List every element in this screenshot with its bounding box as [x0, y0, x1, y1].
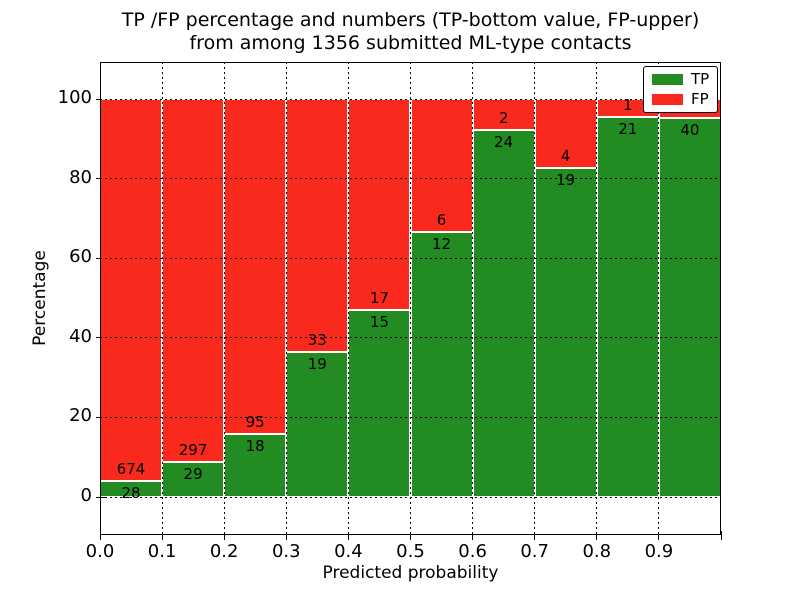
chart-title-line1: TP /FP percentage and numbers (TP-bottom… — [121, 9, 700, 31]
tp-bar-segment-1 — [162, 461, 225, 497]
fp-count-label-4: 17 — [369, 289, 389, 308]
x-tick-label-0.0: 0.0 — [85, 541, 115, 562]
fp-count-label-7: 4 — [560, 147, 571, 166]
v-gridline-2 — [223, 62, 225, 535]
fp-bar-segment-0 — [100, 99, 163, 482]
h-gridline-100 — [100, 98, 721, 100]
tp-count-label-2: 18 — [245, 436, 265, 455]
tp-bar-segment-7 — [534, 168, 597, 497]
y-tick-label-40: 40 — [69, 325, 92, 347]
x-tick-5 — [410, 531, 411, 540]
x-tick-label-0.8: 0.8 — [582, 541, 612, 562]
v-gridline-1 — [161, 62, 163, 535]
h-gridline-80 — [100, 178, 721, 180]
x-tick-label-0.4: 0.4 — [334, 541, 363, 562]
x-tick-1 — [161, 531, 163, 540]
tp-count-label-9: 40 — [680, 120, 700, 139]
tp-count-label-7: 19 — [556, 171, 576, 190]
legend-swatch-tp — [652, 73, 683, 85]
tp-count-label-5: 12 — [431, 234, 452, 253]
x-tick-7 — [534, 531, 536, 540]
fp-count-label-1: 297 — [178, 440, 208, 459]
fp-bar-segment-7 — [534, 99, 597, 169]
v-gridline-6 — [472, 62, 474, 535]
v-gridline-4 — [347, 62, 349, 535]
legend-swatch-fp — [652, 94, 683, 106]
tp-bar-segment-4 — [348, 310, 411, 497]
v-gridline-3 — [285, 62, 287, 535]
x-tick-0 — [99, 531, 101, 540]
v-gridline-9 — [658, 62, 660, 535]
x-tick-8 — [596, 531, 598, 540]
tp-bar-segment-6 — [472, 129, 535, 497]
plot-area: 674 28 297 29 95 18 33 19 17 15 6 12 2 24 4 19 1 21 40 — [100, 62, 721, 535]
x-tick-9 — [658, 531, 660, 540]
tp-bar-segment-9 — [658, 117, 721, 497]
fp-count-label-2: 95 — [245, 412, 265, 431]
tp-count-label-6: 24 — [494, 132, 514, 151]
legend-label-tp: TP — [691, 69, 710, 88]
x-tick-6 — [472, 531, 474, 540]
chart-title: TP /FP percentage and numbers (TP-bottom… — [100, 9, 721, 55]
y-tick-label-100: 100 — [57, 87, 92, 108]
fp-bar-segment-4 — [348, 99, 411, 311]
tp-bar-segment-3 — [286, 351, 349, 497]
x-tick-label-0.6: 0.6 — [458, 541, 487, 562]
chart-title-line2: from among 1356 submitted ML-type contac… — [189, 32, 632, 54]
y-tick-label-20: 20 — [69, 405, 92, 427]
y-tick-label-80: 80 — [69, 166, 92, 188]
x-tick-label-0.2: 0.2 — [209, 541, 239, 562]
x-tick-label-0.5: 0.5 — [396, 541, 425, 562]
h-gridline-60 — [100, 257, 721, 259]
legend-label-fp: FP — [691, 90, 709, 109]
fp-bar-segment-5 — [410, 99, 473, 232]
x-tick-2 — [223, 531, 225, 540]
fp-count-label-5: 6 — [436, 210, 447, 229]
fp-count-label-3: 33 — [307, 330, 327, 349]
h-gridline-0 — [100, 496, 721, 498]
tp-bar-segment-8 — [596, 117, 659, 497]
x-axis-label: Predicted probability — [322, 563, 499, 583]
x-tick-3 — [285, 531, 287, 540]
tp-bar-segment-5 — [410, 231, 473, 497]
fp-count-label-6: 2 — [498, 108, 509, 127]
x-tick-label-0.9: 0.9 — [644, 541, 674, 562]
fp-bar-segment-6 — [472, 99, 535, 130]
x-tick-10 — [720, 531, 722, 540]
tp-bar-segment-2 — [224, 433, 287, 497]
v-gridline-7 — [534, 62, 536, 535]
tp-count-label-0: 28 — [121, 484, 141, 503]
tp-count-label-1: 29 — [183, 464, 203, 483]
fp-bar-segment-3 — [286, 99, 349, 352]
y-tick-label-60: 60 — [69, 246, 92, 268]
x-tick-label-0.7: 0.7 — [520, 541, 549, 562]
x-tick-4 — [347, 531, 349, 540]
legend: TP FP — [643, 66, 718, 113]
v-gridline-5 — [410, 62, 411, 535]
tp-count-label-4: 15 — [369, 313, 389, 332]
x-tick-label-0.1: 0.1 — [147, 541, 177, 562]
v-gridline-8 — [596, 62, 598, 535]
fp-bar-segment-1 — [162, 99, 225, 462]
tp-count-label-8: 21 — [618, 120, 638, 139]
h-gridline-20 — [100, 416, 721, 418]
legend-row-fp: FP — [644, 92, 717, 107]
fp-count-label-8: 1 — [623, 96, 633, 115]
tp-count-label-3: 19 — [307, 354, 327, 373]
fp-bar-segment-2 — [224, 99, 287, 434]
x-tick-label-0.3: 0.3 — [271, 541, 301, 562]
y-tick-label-0: 0 — [80, 485, 92, 506]
legend-row-tp: TP — [644, 69, 717, 88]
h-gridline-40 — [100, 337, 721, 339]
fp-count-label-0: 674 — [116, 460, 146, 479]
